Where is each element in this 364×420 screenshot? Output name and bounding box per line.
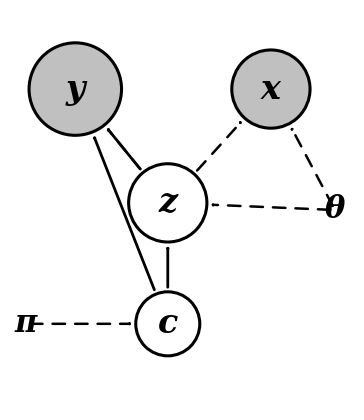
Circle shape: [128, 164, 207, 242]
FancyArrowPatch shape: [108, 130, 140, 169]
Text: x: x: [261, 73, 281, 105]
FancyArrowPatch shape: [197, 123, 241, 171]
FancyArrowPatch shape: [94, 138, 154, 290]
Circle shape: [29, 43, 122, 135]
FancyArrowPatch shape: [30, 323, 130, 324]
Text: z: z: [158, 186, 177, 219]
Text: θ: θ: [325, 194, 345, 226]
FancyArrowPatch shape: [213, 205, 331, 210]
FancyArrowPatch shape: [108, 130, 140, 169]
Text: c: c: [158, 307, 178, 340]
Text: y: y: [66, 73, 85, 105]
Circle shape: [232, 50, 310, 128]
Text: π: π: [14, 308, 37, 339]
FancyArrowPatch shape: [167, 248, 168, 287]
Circle shape: [136, 292, 200, 356]
FancyArrowPatch shape: [292, 129, 333, 206]
